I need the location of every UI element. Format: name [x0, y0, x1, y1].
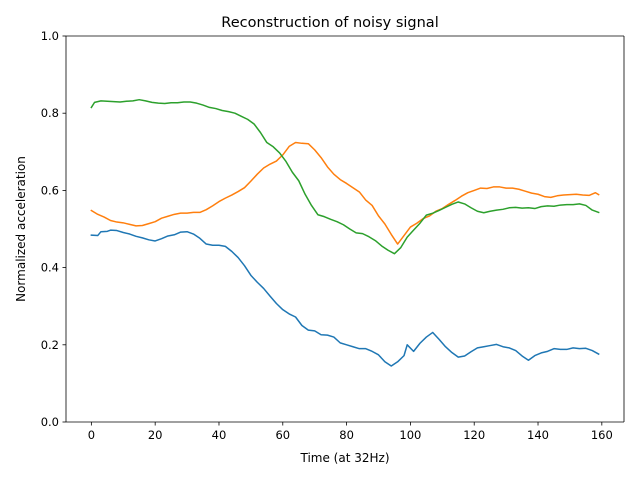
x-tick-label: 100 — [399, 428, 421, 442]
y-tick-label: 0.8 — [41, 106, 59, 120]
x-axis-label: Time (at 32Hz) — [299, 451, 389, 465]
y-tick-label: 0.6 — [41, 183, 59, 197]
x-tick-label: 0 — [88, 428, 95, 442]
x-tick-label: 20 — [148, 428, 163, 442]
x-tick-label: 80 — [339, 428, 354, 442]
axes-frame — [65, 35, 625, 423]
x-tick-label: 120 — [463, 428, 485, 442]
y-tick-label: 0.2 — [41, 338, 59, 352]
series-layer — [90, 98, 600, 367]
y-axis-ticks: 0.0 0.2 0.4 0.6 0.8 1.0 — [41, 29, 66, 429]
y-tick-label: 0.0 — [41, 415, 59, 429]
x-axis-ticks: 0 20 40 60 80 100 120 140 160 — [88, 422, 613, 442]
x-tick-label: 160 — [591, 428, 613, 442]
series-line-1 — [90, 229, 600, 367]
x-tick-label: 60 — [275, 428, 290, 442]
chart-title: Reconstruction of noisy signal — [221, 15, 438, 31]
series-line-2 — [90, 141, 600, 245]
series-line-3 — [90, 98, 600, 255]
x-tick-label: 140 — [527, 428, 549, 442]
y-tick-label: 0.4 — [41, 261, 59, 275]
y-tick-label: 1.0 — [41, 29, 59, 43]
y-axis-label: Normalized acceleration — [14, 156, 28, 302]
x-tick-label: 40 — [212, 428, 227, 442]
